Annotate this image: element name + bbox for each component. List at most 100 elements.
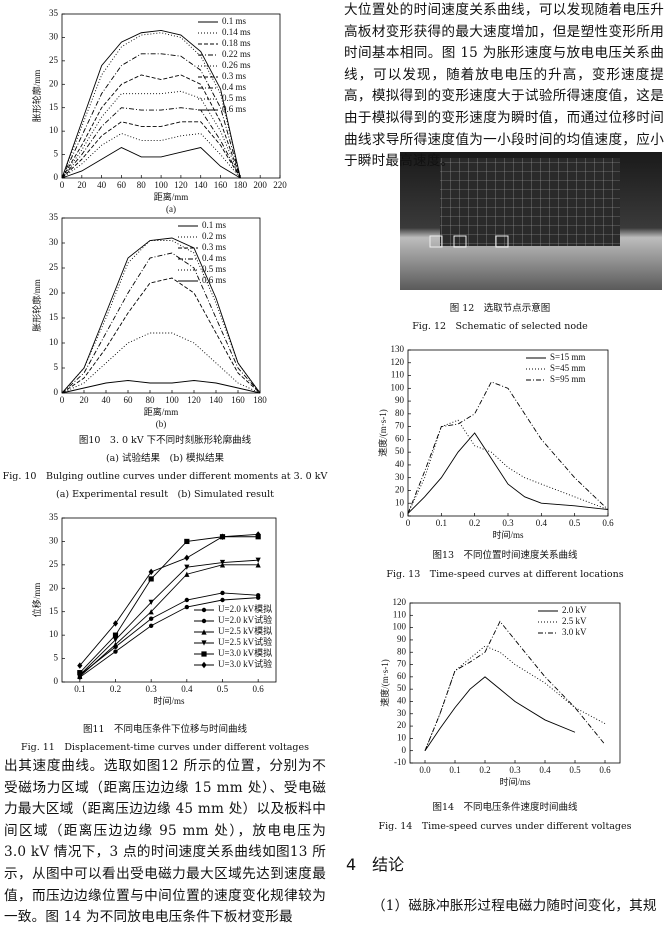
data-point: [255, 593, 261, 598]
x-tick-label: 60: [124, 395, 134, 405]
series-line: [424, 620, 606, 751]
series-line: [61, 277, 261, 394]
data-point: [220, 590, 225, 596]
plot-frame: [409, 602, 621, 764]
x-tick-label: 0.2: [469, 518, 480, 528]
legend-label: 0.22 ms: [222, 49, 251, 59]
data-point: [184, 564, 190, 570]
series-line: [61, 32, 241, 179]
series-line: [79, 597, 259, 678]
caption: (a) 试验结果 (b) 模拟结果: [105, 453, 225, 464]
data-point: [220, 597, 225, 603]
y-tick-label: 100: [391, 382, 405, 392]
x-tick-label: 0.3: [146, 684, 158, 694]
y-tick-label: 40: [397, 696, 407, 706]
caption: 图10 3. 0 kV 下不同时刻胀形轮廓曲线: [78, 435, 252, 446]
x-tick-label: 160: [231, 395, 245, 405]
y-tick-label: 0: [54, 172, 59, 182]
x-tick-label: 20: [77, 180, 87, 190]
x-tick-label: 100: [165, 395, 179, 405]
caption: Fig. 10 Bulging outline curves under dif…: [2, 471, 328, 482]
y-tick-label: 40: [395, 459, 405, 469]
subfigure-label: (b): [156, 419, 167, 429]
x-axis-label: 距离/mm: [144, 406, 179, 417]
data-point: [112, 620, 119, 627]
x-axis-label: 时间/ms: [499, 776, 531, 787]
y-tick-label: 25: [49, 55, 59, 65]
legend-label: U=3.0 kV模拟: [218, 647, 272, 658]
y-tick-label: 15: [49, 606, 59, 616]
x-tick-label: 0.6: [253, 684, 265, 694]
x-tick-label: 80: [137, 180, 147, 190]
legend-label: S=95 mm: [550, 374, 585, 384]
legend-label: 0.26 ms: [222, 60, 251, 70]
paragraph: （1）磁脉冲胀形过程电磁力随时间变化，其规: [372, 898, 657, 914]
paragraph: 大位置处的时间速度关系曲线，可以发现随着电压升高板材变形获得的最大速度增加，但是…: [344, 2, 664, 170]
legend-label: 0.6 ms: [202, 275, 227, 285]
caption: 图 12 选取节点示意图: [449, 303, 551, 314]
series-line: [61, 29, 241, 179]
data-point: [112, 641, 119, 648]
y-tick-label: 5: [54, 149, 59, 159]
series-line: [407, 381, 609, 514]
y-tick-label: 20: [395, 485, 405, 495]
series-line: [61, 240, 261, 394]
y-tick-label: 0: [400, 510, 405, 520]
x-tick-label: 180: [253, 395, 267, 405]
y-tick-label: 120: [391, 357, 405, 367]
x-tick-label: 0.5: [569, 518, 581, 528]
x-axis-label: 距离/mm: [154, 191, 189, 202]
data-point: [184, 571, 190, 577]
x-tick-label: 0.2: [110, 684, 121, 694]
data-point: [255, 531, 261, 538]
y-tick-label: -10: [394, 757, 406, 767]
caption: 图14 不同电压条件速度时间曲线: [432, 802, 578, 813]
y-tick-label: 30: [397, 708, 407, 718]
x-tick-label: 0.5: [569, 765, 581, 775]
x-tick-label: 20: [80, 395, 90, 405]
x-tick-label: 0.1: [74, 684, 85, 694]
data-point: [148, 568, 154, 576]
data-point: [113, 649, 118, 654]
x-tick-label: 0.4: [539, 765, 551, 775]
legend-label: U=2.0 kV模拟: [218, 603, 272, 614]
y-axis-label: 胀形轮廓/mm: [31, 70, 42, 123]
series-line: [61, 237, 261, 394]
data-point: [148, 609, 154, 615]
legend-label: 2.0 kV: [562, 605, 587, 615]
y-tick-label: 20: [49, 287, 59, 297]
series-line: [61, 132, 241, 179]
section-heading: 4 结论: [346, 855, 405, 874]
x-tick-label: 0: [406, 518, 411, 528]
x-tick-label: 0.0: [419, 765, 431, 775]
legend-marker: [201, 607, 207, 613]
y-tick-label: 30: [49, 31, 59, 41]
y-tick-label: 60: [395, 433, 405, 443]
y-axis-label: 速度/(m·s-1): [379, 659, 390, 707]
x-tick-label: 160: [214, 180, 228, 190]
legend-label: U=3.0 kV试验: [218, 658, 272, 669]
data-point: [148, 599, 154, 605]
data-point: [112, 632, 119, 638]
x-tick-label: 80: [146, 395, 156, 405]
data-point: [255, 562, 261, 568]
data-point: [219, 533, 226, 540]
y-tick-label: 20: [49, 582, 59, 592]
y-tick-label: 110: [391, 370, 405, 380]
legend-label: 0.1 ms: [222, 16, 247, 26]
plot-frame: [61, 13, 281, 179]
legend-label: 0.3 ms: [202, 242, 227, 252]
x-tick-label: 0.1: [436, 518, 447, 528]
series-line: [61, 252, 261, 394]
x-tick-label: 60: [117, 180, 127, 190]
x-tick-label: 200: [253, 180, 267, 190]
series-line: [79, 533, 259, 666]
x-tick-label: 0.5: [217, 684, 229, 694]
legend-marker: [201, 651, 207, 657]
subfigure-label: (a): [166, 204, 176, 214]
series-line: [61, 53, 241, 179]
y-tick-label: 110: [393, 609, 407, 619]
y-tick-label: 90: [397, 634, 407, 644]
y-tick-label: 10: [49, 629, 59, 639]
caption: (a) Experimental result (b) Simulated re…: [56, 489, 274, 500]
